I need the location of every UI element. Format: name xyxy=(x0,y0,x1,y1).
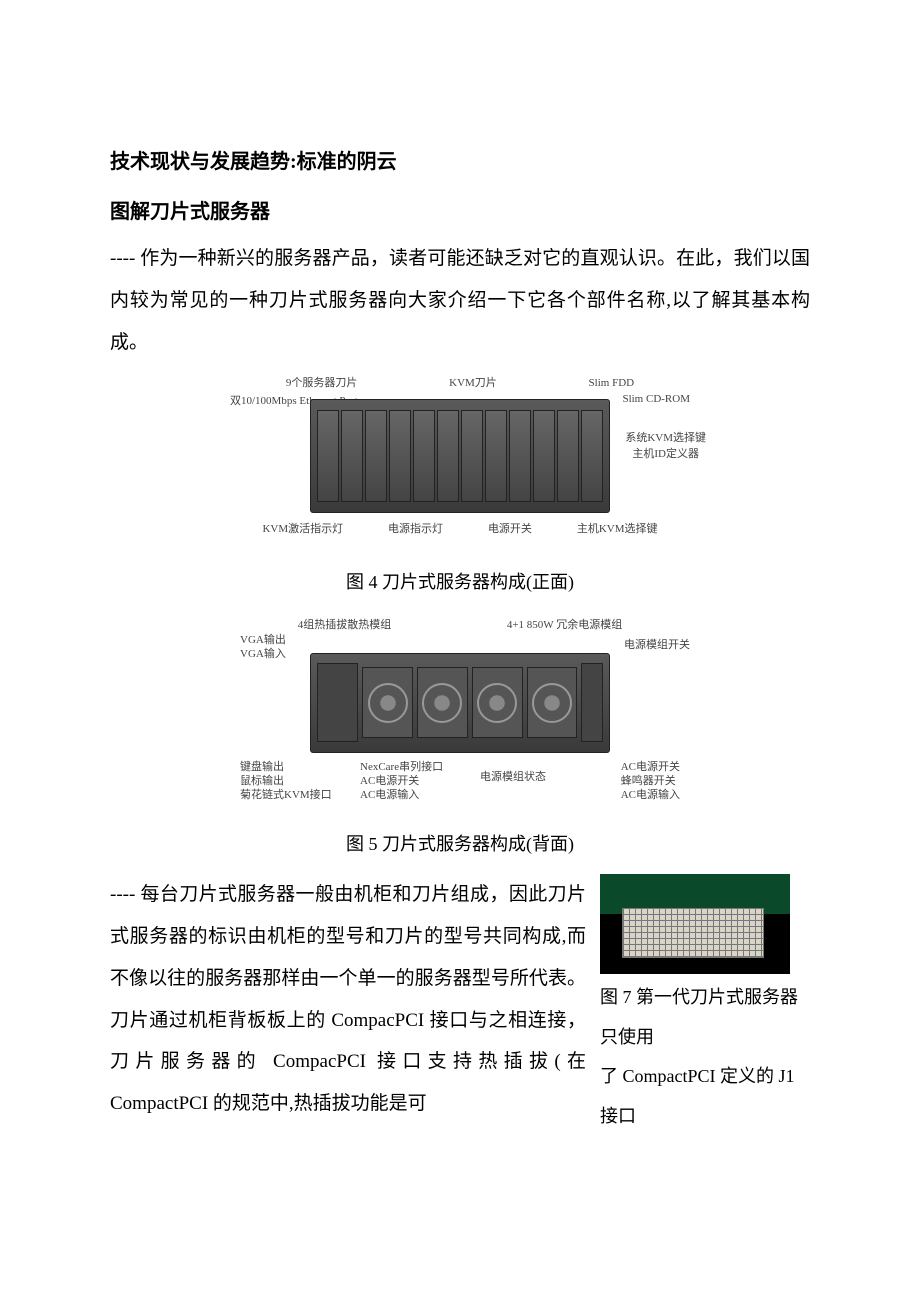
label-pwr-led: 电源指示灯 xyxy=(388,517,443,541)
label-bottom-mid: NexCare串列接口 AC电源开关 AC电源输入 xyxy=(360,760,443,803)
server-front-diagram: 9个服务器刀片 KVM刀片 Slim FDD 双10/100Mbps Ether… xyxy=(240,371,680,541)
label-cdrom: Slim CD-ROM xyxy=(622,393,690,406)
label-bottom-left: 键盘输出 鼠标输出 菊花链式KVM接口 xyxy=(240,760,332,803)
server-chassis-back xyxy=(310,653,610,753)
document-page: 技术现状与发展趋势:标准的阴云 图解刀片式服务器 ---- 作为一种新兴的服务器… xyxy=(0,0,920,1302)
figure-5-caption: 图 5 刀片式服务器构成(背面) xyxy=(110,825,810,865)
label-vga: VGA输出 VGA输入 xyxy=(240,633,286,662)
label-psu-status: 电源模组状态 xyxy=(480,765,546,789)
section-with-float: 图 7 第一代刀片式服务器只使用 了 CompactPCI 定义的 J1 接口 … xyxy=(110,874,810,1136)
label-host-kvm: 主机KVM选择键 xyxy=(577,517,658,541)
figure-5: 4组热插拔散热模组 4+1 850W 冗余电源模组 VGA输出 VGA输入 电源… xyxy=(110,613,810,819)
figure-7: 图 7 第一代刀片式服务器只使用 了 CompactPCI 定义的 J1 接口 xyxy=(600,874,810,1136)
label-fan: 4组热插拔散热模组 xyxy=(298,613,392,637)
label-right-stack: 系统KVM选择键 主机ID定义器 xyxy=(625,431,706,462)
connector-image xyxy=(600,874,790,974)
paragraph-intro: ---- 作为一种新兴的服务器产品，读者可能还缺乏对它的直观认识。在此，我们以国… xyxy=(110,238,810,363)
label-blades: 9个服务器刀片 xyxy=(286,371,358,395)
label-psu-sw: 电源模组开关 xyxy=(624,633,690,657)
heading-1: 技术现状与发展趋势:标准的阴云 xyxy=(110,140,810,184)
label-kvm: KVM刀片 xyxy=(449,371,497,395)
label-psu: 4+1 850W 冗余电源模组 xyxy=(507,613,622,637)
figure-7-caption-l1: 图 7 第一代刀片式服务器只使用 xyxy=(600,978,810,1057)
server-chassis-front xyxy=(310,399,610,513)
label-ethernet: 双10/100Mbps Ethernet Port xyxy=(230,395,310,408)
label-kvm-led: KVM激活指示灯 xyxy=(262,517,343,541)
heading-2: 图解刀片式服务器 xyxy=(110,190,810,234)
figure-4-caption: 图 4 刀片式服务器构成(正面) xyxy=(110,563,810,603)
label-fdd: Slim FDD xyxy=(589,371,635,395)
server-back-diagram: 4组热插拔散热模组 4+1 850W 冗余电源模组 VGA输出 VGA输入 电源… xyxy=(240,613,680,803)
label-pwr-sw: 电源开关 xyxy=(488,517,532,541)
label-bottom-right: AC电源开关 蜂鸣器开关 AC电源输入 xyxy=(621,760,680,803)
figure-7-caption-l2: 了 CompactPCI 定义的 J1 接口 xyxy=(600,1057,810,1136)
figure-4: 9个服务器刀片 KVM刀片 Slim FDD 双10/100Mbps Ether… xyxy=(110,371,810,557)
